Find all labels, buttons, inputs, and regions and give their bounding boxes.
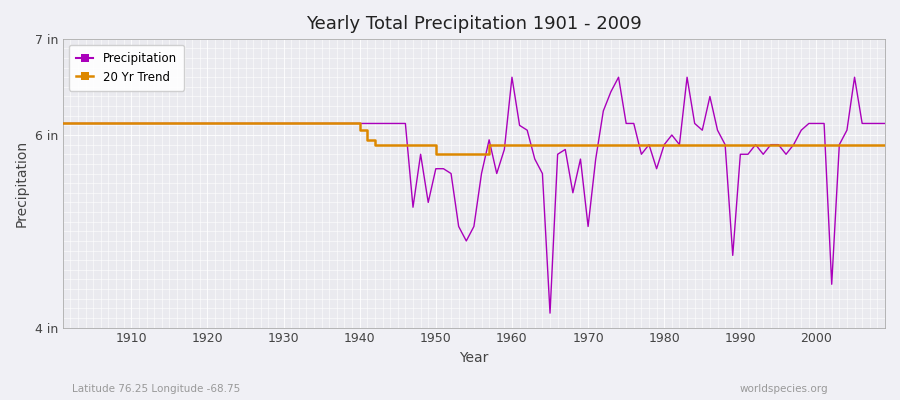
Y-axis label: Precipitation: Precipitation	[15, 140, 29, 227]
X-axis label: Year: Year	[459, 351, 489, 365]
Title: Yearly Total Precipitation 1901 - 2009: Yearly Total Precipitation 1901 - 2009	[306, 15, 642, 33]
Legend: Precipitation, 20 Yr Trend: Precipitation, 20 Yr Trend	[68, 45, 184, 91]
Text: worldspecies.org: worldspecies.org	[740, 384, 828, 394]
Text: Latitude 76.25 Longitude -68.75: Latitude 76.25 Longitude -68.75	[72, 384, 240, 394]
